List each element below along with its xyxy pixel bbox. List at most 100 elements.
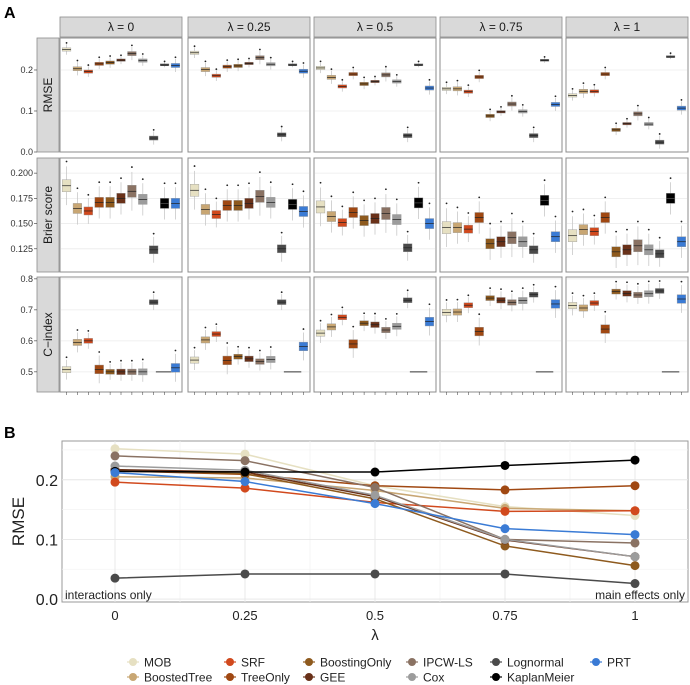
outlier-BoostedTree bbox=[76, 329, 79, 331]
outlier-KaplanMeier bbox=[669, 177, 672, 180]
outlier-Cox bbox=[521, 103, 524, 106]
outlier-TreeOnly bbox=[478, 69, 481, 72]
outlier-BoostingOnly bbox=[237, 345, 240, 348]
outlier-PRT bbox=[554, 215, 557, 218]
y-tick-label: 0.0 bbox=[36, 592, 58, 609]
outlier-BoostedTree bbox=[204, 188, 207, 191]
facet-label-lambda-1: λ = 1 bbox=[614, 20, 641, 34]
outlier-Lognormal bbox=[406, 126, 409, 129]
outlier-TreeOnly bbox=[352, 325, 355, 328]
outlier-BoostedTree bbox=[76, 59, 79, 62]
outlier-PRT bbox=[680, 280, 683, 283]
x-axis-label: λ bbox=[371, 627, 379, 644]
outlier-SRF bbox=[341, 306, 344, 309]
point-PRT bbox=[110, 468, 120, 478]
outlier-Lognormal bbox=[280, 291, 283, 294]
facet-panel bbox=[439, 37, 563, 153]
outlier-KaplanMeier bbox=[417, 181, 420, 184]
outlier-SRF bbox=[341, 78, 344, 81]
outlier-MOB bbox=[445, 202, 448, 205]
legend-label-Lognormal: Lognormal bbox=[507, 656, 564, 670]
y-tick-label: 0.7 bbox=[20, 305, 33, 315]
outlier-SRF bbox=[215, 323, 218, 326]
outlier-SRF bbox=[215, 197, 218, 200]
point-TreeOnly bbox=[500, 485, 510, 495]
point-SRF bbox=[500, 506, 510, 516]
outlier-Lognormal bbox=[658, 280, 661, 282]
facet-panel bbox=[313, 37, 437, 153]
outlier-PRT bbox=[554, 285, 557, 288]
panel-label-a: A bbox=[4, 5, 16, 22]
outlier-GEE bbox=[374, 312, 376, 315]
outlier-IPCW-LS bbox=[130, 166, 133, 168]
outlier-PRT bbox=[174, 182, 177, 185]
legend-label-KaplanMeier: KaplanMeier bbox=[507, 671, 574, 685]
outlier-MOB bbox=[445, 299, 448, 301]
outlier-SRF bbox=[467, 294, 470, 297]
annotation-main-effects-only: main effects only bbox=[595, 588, 685, 602]
outlier-BoostedTree bbox=[204, 326, 207, 329]
outlier-IPCW-LS bbox=[636, 282, 639, 285]
facet-label-lambda-0.25: λ = 0.25 bbox=[227, 20, 270, 34]
outlier-BoostingOnly bbox=[363, 312, 366, 315]
outlier-Lognormal bbox=[406, 289, 409, 292]
outlier-IPCW-LS bbox=[258, 349, 261, 352]
outlier-PRT bbox=[302, 190, 305, 193]
facet-label-lambda-0.75: λ = 0.75 bbox=[479, 20, 522, 34]
outlier-BoostingOnly bbox=[489, 287, 492, 290]
point-KaplanMeier bbox=[240, 467, 250, 477]
outlier-SRF bbox=[87, 330, 90, 332]
point-PRT bbox=[240, 477, 250, 487]
outlier-IPCW-LS bbox=[384, 65, 387, 68]
panel-label-b: B bbox=[4, 425, 16, 442]
outlier-TreeOnly bbox=[478, 313, 481, 316]
outlier-IPCW-LS bbox=[510, 212, 513, 215]
outlier-GEE bbox=[248, 182, 250, 185]
outlier-TreeOnly bbox=[226, 59, 229, 62]
metric-label: RMSE bbox=[41, 78, 55, 113]
facet-panel bbox=[565, 37, 689, 153]
point-PRT bbox=[630, 530, 640, 540]
legend-label-TreeOnly: TreeOnly bbox=[241, 671, 290, 685]
outlier-KaplanMeier bbox=[669, 52, 672, 55]
outlier-KaplanMeier bbox=[163, 182, 166, 185]
outlier-MOB bbox=[319, 60, 322, 63]
point-SRF bbox=[240, 483, 250, 493]
point-KaplanMeier bbox=[370, 467, 380, 477]
outlier-IPCW-LS bbox=[384, 317, 387, 320]
y-tick-label: 0.150 bbox=[10, 219, 33, 229]
outlier-BoostedTree bbox=[330, 313, 333, 316]
outlier-GEE bbox=[120, 54, 122, 57]
outlier-Cox bbox=[395, 312, 398, 315]
metric-strip bbox=[36, 276, 60, 393]
outlier-TreeOnly bbox=[352, 66, 355, 69]
outlier-TreeOnly bbox=[604, 196, 607, 199]
outlier-BoostingOnly bbox=[615, 122, 618, 125]
point-Lognormal bbox=[500, 569, 510, 579]
outlier-Cox bbox=[521, 220, 524, 223]
outlier-BoostingOnly bbox=[615, 280, 618, 283]
outlier-PRT bbox=[428, 303, 431, 306]
y-tick-label: 0.1 bbox=[20, 106, 33, 116]
outlier-SRF bbox=[593, 83, 596, 86]
x-tick-label: 0.75 bbox=[492, 608, 517, 623]
outlier-GEE bbox=[248, 57, 250, 60]
outlier-MOB bbox=[571, 87, 574, 90]
facet-panel bbox=[313, 276, 437, 393]
point-Lognormal bbox=[630, 579, 640, 589]
outlier-IPCW-LS bbox=[258, 48, 261, 51]
x-tick-label: 1 bbox=[631, 608, 638, 623]
facet-panel bbox=[187, 276, 311, 393]
x-tick-label: 0 bbox=[111, 608, 118, 623]
metric-strip bbox=[36, 37, 60, 153]
outlier-Cox bbox=[647, 280, 650, 283]
outlier-GEE bbox=[626, 281, 628, 284]
outlier-BoostedTree bbox=[76, 187, 79, 190]
outlier-Lognormal bbox=[532, 126, 535, 129]
outlier-BoostingOnly bbox=[363, 199, 366, 202]
legend-label-PRT: PRT bbox=[607, 656, 631, 670]
point-SRF bbox=[110, 477, 120, 487]
point-BoostingOnly bbox=[630, 561, 640, 571]
facet-strip bbox=[565, 16, 689, 38]
